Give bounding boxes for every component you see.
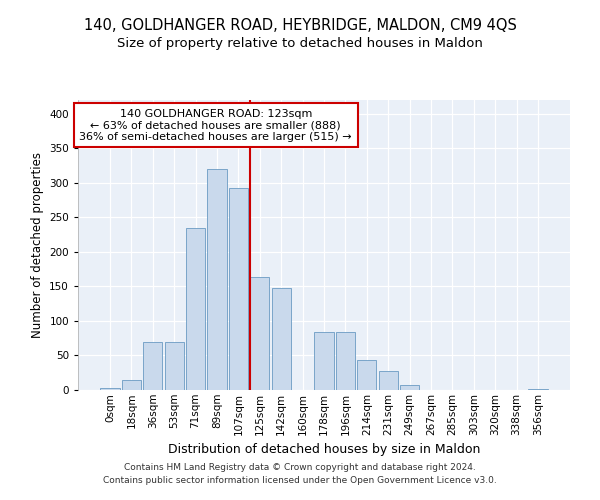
Bar <box>122 380 141 390</box>
Y-axis label: Number of detached properties: Number of detached properties <box>31 152 44 338</box>
Bar <box>250 278 269 390</box>
Bar <box>336 332 355 390</box>
Text: Contains HM Land Registry data © Crown copyright and database right 2024.
Contai: Contains HM Land Registry data © Crown c… <box>103 464 497 485</box>
Bar <box>357 360 376 390</box>
Bar <box>164 342 184 390</box>
Bar <box>186 228 205 390</box>
Bar <box>229 188 248 390</box>
Bar <box>143 342 163 390</box>
X-axis label: Distribution of detached houses by size in Maldon: Distribution of detached houses by size … <box>168 443 480 456</box>
Text: 140, GOLDHANGER ROAD, HEYBRIDGE, MALDON, CM9 4QS: 140, GOLDHANGER ROAD, HEYBRIDGE, MALDON,… <box>83 18 517 32</box>
Text: Size of property relative to detached houses in Maldon: Size of property relative to detached ho… <box>117 38 483 51</box>
Text: 140 GOLDHANGER ROAD: 123sqm
← 63% of detached houses are smaller (888)
36% of se: 140 GOLDHANGER ROAD: 123sqm ← 63% of det… <box>79 108 352 142</box>
Bar <box>379 370 398 390</box>
Bar <box>100 388 119 390</box>
Bar <box>272 288 291 390</box>
Bar <box>208 169 227 390</box>
Bar <box>400 385 419 390</box>
Bar <box>314 332 334 390</box>
Bar <box>529 388 548 390</box>
